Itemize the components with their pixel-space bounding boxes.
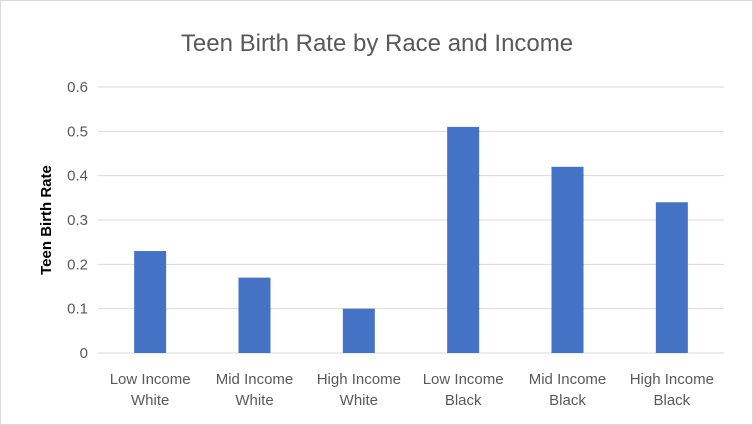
y-axis-label: Teen Birth Rate — [38, 165, 55, 275]
y-tick-label: 0.6 — [67, 79, 88, 96]
y-tick-label: 0.1 — [67, 301, 88, 318]
x-tick-label: Low Income White — [110, 371, 191, 409]
y-tick-labels: 0 0.1 0.2 0.3 0.4 0.5 0.6 — [67, 79, 88, 362]
bar — [447, 126, 480, 354]
x-tick-label: High Income Black — [630, 371, 714, 409]
bar — [238, 277, 271, 353]
y-tick-label: 0.2 — [67, 256, 88, 273]
y-tick-label: 0.4 — [67, 168, 88, 185]
x-tick-label: Mid Income Black — [529, 371, 607, 409]
category-labels: Low Income White Mid Income White High Incom… — [110, 371, 714, 409]
bar — [551, 166, 584, 353]
chart-title: Teen Birth Rate by Race and Income — [181, 30, 573, 57]
y-tick-label: 0.3 — [67, 212, 88, 229]
x-tick-label: Mid Income White — [216, 371, 294, 409]
y-tick-label: 0 — [80, 345, 88, 362]
y-tick-label: 0.5 — [67, 123, 88, 140]
bar — [134, 251, 167, 353]
x-tick-label: Low Income Black — [423, 371, 504, 409]
bar — [655, 202, 688, 353]
bars — [134, 126, 688, 354]
bar — [342, 308, 375, 353]
x-tick-label: High Income White — [317, 371, 401, 409]
gridlines — [98, 86, 724, 354]
